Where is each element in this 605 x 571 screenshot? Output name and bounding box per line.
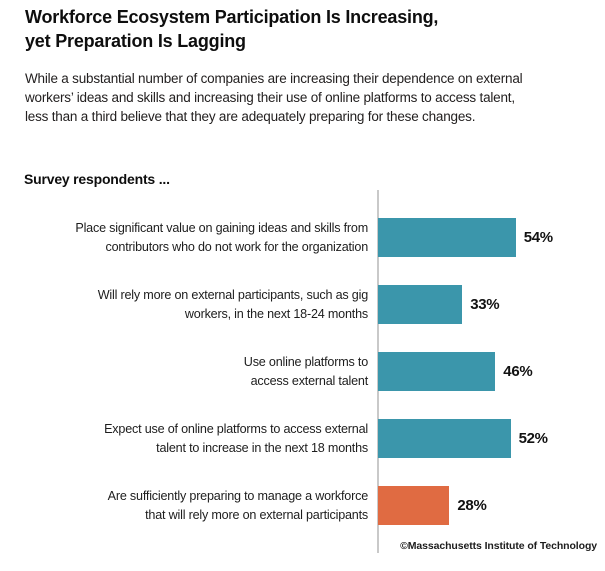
bar-category-label: Expect use of online platforms to access… xyxy=(104,422,368,455)
bar-area: 52% xyxy=(378,419,605,458)
bar-value-label: 33% xyxy=(470,296,500,313)
bar-row: Will rely more on external participants,… xyxy=(24,285,605,324)
bar-category-label: Use online platforms to access external … xyxy=(243,355,368,388)
bar-category-label: Place significant value on gaining ideas… xyxy=(75,221,368,254)
horizontal-bar-chart: Place significant value on gaining ideas… xyxy=(24,218,605,553)
bar-row: Use online platforms to access external … xyxy=(24,352,605,391)
bar-category-label: Will rely more on external participants,… xyxy=(97,288,368,321)
bar-value-label: 28% xyxy=(457,497,487,514)
bar-row: Place significant value on gaining ideas… xyxy=(24,218,605,257)
copyright-notice: ©Massachusetts Institute of Technology xyxy=(400,540,597,552)
bar xyxy=(378,285,463,324)
bar-value-label: 52% xyxy=(518,430,548,447)
bar-row: Expect use of online platforms to access… xyxy=(24,419,605,458)
bar xyxy=(378,218,516,257)
bar-area: 54% xyxy=(378,218,605,257)
page-title: Workforce Ecosystem Participation Is Inc… xyxy=(25,7,439,51)
page-subtitle: While a substantial number of companies … xyxy=(25,71,523,124)
bar-area: 46% xyxy=(378,352,605,391)
chart-section-label: Survey respondents ... xyxy=(24,171,170,187)
bar-area: 33% xyxy=(378,285,605,324)
bar xyxy=(378,419,511,458)
bar xyxy=(378,352,496,391)
bar xyxy=(378,486,450,525)
bar-row: Are sufficiently preparing to manage a w… xyxy=(24,486,605,525)
bar-area: 28% xyxy=(378,486,605,525)
bar-value-label: 54% xyxy=(523,229,553,246)
bar-category-label: Are sufficiently preparing to manage a w… xyxy=(107,489,369,522)
bar-value-label: 46% xyxy=(503,363,533,380)
